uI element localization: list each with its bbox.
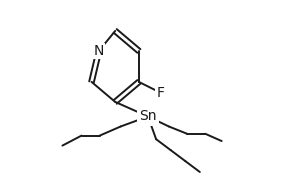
Text: Sn: Sn xyxy=(139,110,157,123)
Text: N: N xyxy=(94,44,104,58)
Text: F: F xyxy=(157,86,165,100)
